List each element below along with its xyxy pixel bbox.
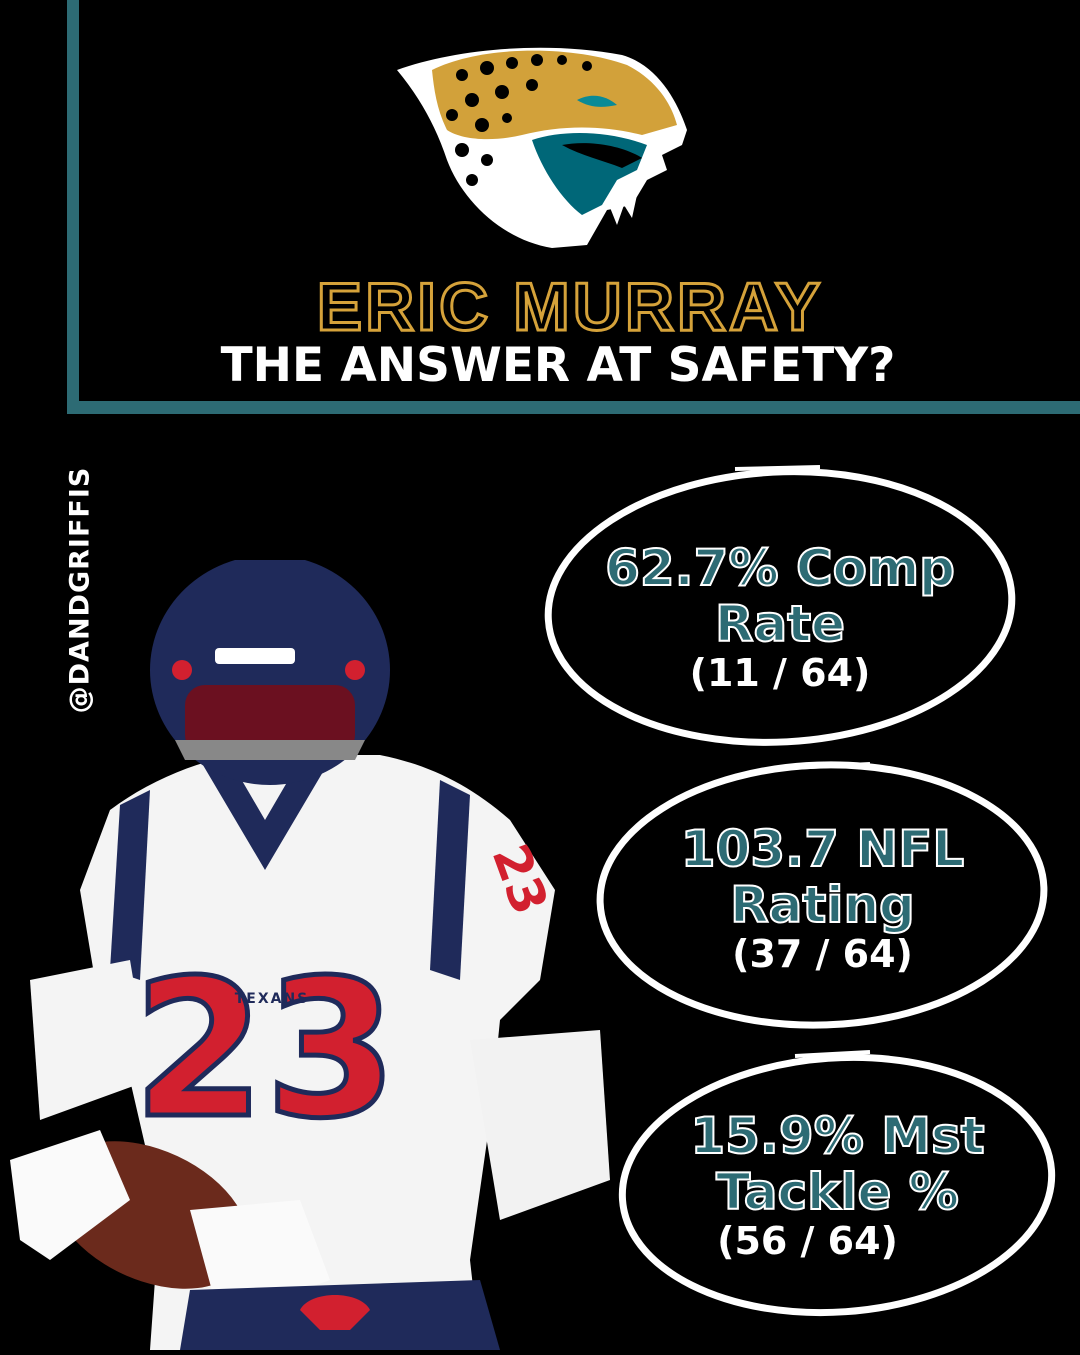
frame-vertical-bar bbox=[67, 0, 79, 414]
jaguars-logo-icon bbox=[392, 30, 692, 255]
stat-value-line2: Tackle % bbox=[715, 1163, 960, 1221]
svg-text:23: 23 bbox=[133, 939, 397, 1160]
stat-rank: (11 / 64) bbox=[689, 650, 871, 695]
stat-value-line1: 62.7% Comp bbox=[604, 538, 956, 597]
stat-rank: (56 / 64) bbox=[717, 1219, 898, 1263]
player-name-title: ERIC MURRAY bbox=[315, 268, 824, 347]
stat-bubble-comp-rate: 62.7% Comp Rate (11 / 64) bbox=[540, 455, 1020, 750]
stat-bubble-nfl-rating: 103.7 NFL Rating (37 / 64) bbox=[590, 750, 1055, 1035]
stat-value-line2: Rating bbox=[729, 875, 916, 934]
stat-value-line1: 103.7 NFL bbox=[680, 819, 965, 878]
headline-subtitle: THE ANSWER AT SAFETY? bbox=[220, 338, 896, 393]
player-photo: 23 TEXANS 23 bbox=[0, 555, 620, 1350]
stat-value-line1: 15.9% Mst bbox=[689, 1107, 985, 1165]
frame-horizontal-bar bbox=[67, 401, 1080, 414]
stat-bubble-missed-tackle: 15.9% Mst Tackle % (56 / 64) bbox=[610, 1040, 1065, 1320]
svg-text:TEXANS: TEXANS bbox=[235, 991, 310, 1007]
stat-rank: (37 / 64) bbox=[732, 931, 913, 976]
stat-value-line2: Rate bbox=[714, 594, 846, 653]
